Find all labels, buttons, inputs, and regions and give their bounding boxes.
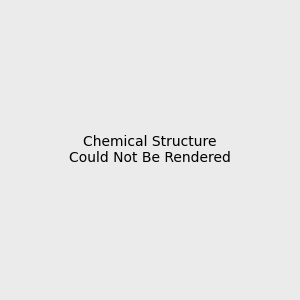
Text: Chemical Structure
Could Not Be Rendered: Chemical Structure Could Not Be Rendered bbox=[69, 135, 231, 165]
